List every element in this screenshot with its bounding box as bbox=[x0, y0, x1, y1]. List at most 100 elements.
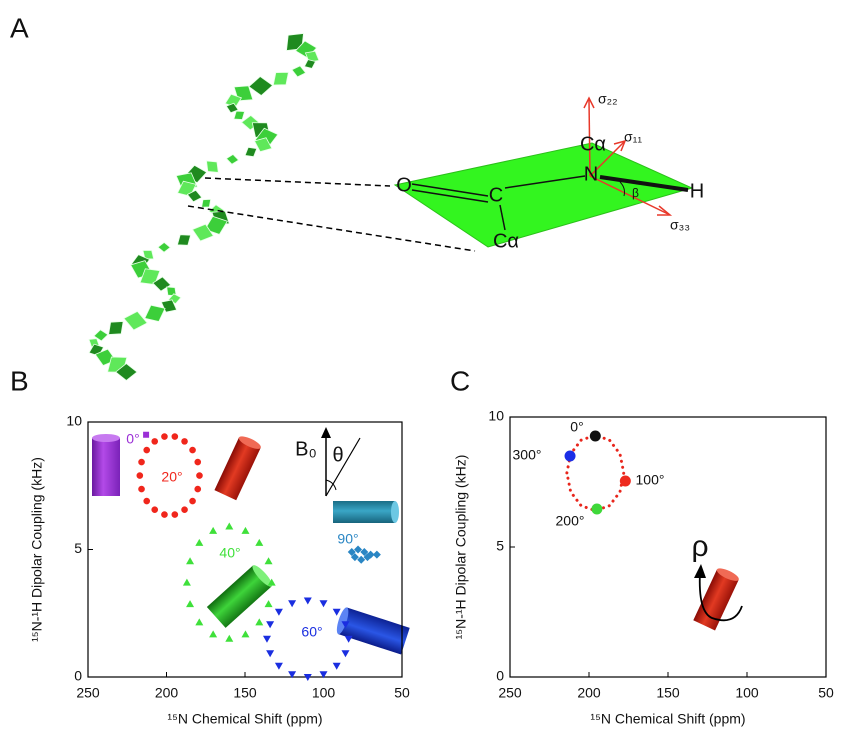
x-tick-label: 150 bbox=[656, 685, 680, 701]
point bbox=[196, 472, 203, 479]
point bbox=[225, 635, 233, 642]
point bbox=[137, 472, 144, 479]
point bbox=[195, 539, 203, 546]
point bbox=[333, 609, 341, 616]
series-label: 100° bbox=[636, 472, 665, 488]
point bbox=[209, 630, 217, 637]
point bbox=[194, 459, 201, 466]
point bbox=[143, 498, 150, 505]
x-tick-label: 100 bbox=[735, 685, 759, 701]
y-axis-label: ¹⁵N-¹H Dipolar Coupling (kHz) bbox=[453, 455, 469, 640]
point bbox=[194, 486, 201, 493]
atom-label: O bbox=[396, 174, 412, 196]
annotation: ρ bbox=[691, 530, 708, 563]
angle-label: β bbox=[632, 186, 639, 200]
x-tick-label: 150 bbox=[233, 685, 257, 701]
helix-plane bbox=[242, 144, 259, 160]
series-label: 200° bbox=[556, 513, 585, 529]
series-label: 0° bbox=[570, 419, 583, 435]
point bbox=[143, 447, 150, 454]
point bbox=[255, 539, 263, 546]
point bbox=[266, 621, 274, 628]
point bbox=[189, 447, 196, 454]
point bbox=[186, 557, 194, 564]
point bbox=[275, 663, 283, 670]
tensor-label: σ₁₁ bbox=[624, 129, 642, 145]
point bbox=[189, 498, 196, 505]
point bbox=[195, 618, 203, 625]
point bbox=[590, 430, 601, 441]
helix-plane bbox=[268, 66, 293, 91]
dotted-trace bbox=[567, 435, 624, 510]
point bbox=[304, 598, 312, 605]
point bbox=[263, 636, 271, 643]
atom-label: C bbox=[489, 184, 503, 206]
atom-label: N bbox=[584, 163, 598, 185]
atom-label: H bbox=[690, 180, 704, 202]
point bbox=[241, 527, 249, 534]
point bbox=[183, 579, 191, 586]
y-tick-label: 5 bbox=[74, 540, 82, 556]
point bbox=[181, 438, 188, 445]
point bbox=[181, 506, 188, 513]
cylinders bbox=[92, 434, 740, 655]
helix-plane bbox=[174, 230, 195, 250]
point bbox=[172, 433, 179, 440]
x-tick-label: 250 bbox=[498, 685, 522, 701]
connector bbox=[205, 178, 390, 186]
point bbox=[565, 451, 576, 462]
point bbox=[341, 650, 349, 657]
point bbox=[151, 506, 158, 513]
panel-label: A bbox=[10, 12, 29, 43]
x-axis-label: ¹⁵N Chemical Shift (ppm) bbox=[167, 711, 322, 727]
point bbox=[288, 600, 296, 607]
helix-plane bbox=[248, 76, 273, 96]
x-axis-label: ¹⁵N Chemical Shift (ppm) bbox=[590, 711, 745, 727]
point bbox=[241, 630, 249, 637]
point bbox=[265, 600, 273, 607]
atom-label: Cα bbox=[493, 230, 519, 252]
point bbox=[161, 433, 168, 440]
y-tick-label: 10 bbox=[66, 413, 82, 429]
point bbox=[345, 636, 353, 643]
panel-label: B bbox=[10, 365, 29, 396]
point bbox=[620, 475, 631, 486]
point bbox=[255, 618, 263, 625]
point bbox=[265, 557, 273, 564]
y-axis-label: ¹⁵N-¹H Dipolar Coupling (kHz) bbox=[29, 457, 45, 642]
annotation: θ bbox=[332, 444, 343, 466]
figure: A B C O C Cα Cα N H σ₂₂ σ₁₁ σ₃₃ β B₀ θ ρ… bbox=[0, 0, 842, 738]
series-label: 40° bbox=[219, 545, 240, 561]
point bbox=[320, 600, 328, 607]
series-label: 0° bbox=[126, 431, 139, 447]
x-tick-label: 100 bbox=[312, 685, 336, 701]
series-label: 20° bbox=[161, 469, 182, 485]
y-tick-label: 0 bbox=[496, 668, 504, 684]
helix-plane bbox=[122, 309, 149, 332]
rotation-arrow bbox=[694, 564, 706, 578]
helix bbox=[86, 27, 322, 381]
plot-frame bbox=[510, 417, 826, 677]
point bbox=[225, 523, 233, 530]
panel-label: C bbox=[450, 365, 470, 396]
point bbox=[275, 609, 283, 616]
series-label: 90° bbox=[337, 531, 358, 547]
point bbox=[138, 459, 145, 466]
tensor-label: σ₂₂ bbox=[598, 91, 618, 107]
point bbox=[209, 527, 217, 534]
helix-plane bbox=[158, 242, 170, 252]
x-tick-label: 50 bbox=[818, 685, 834, 701]
point bbox=[161, 511, 168, 518]
series-label: 300° bbox=[513, 447, 542, 463]
annotation: B₀ bbox=[295, 438, 317, 460]
b0-arrow bbox=[321, 427, 331, 438]
point bbox=[333, 663, 341, 670]
x-tick-label: 50 bbox=[394, 685, 410, 701]
point bbox=[373, 551, 381, 559]
y-tick-label: 0 bbox=[74, 668, 82, 684]
series-label: 60° bbox=[301, 624, 322, 640]
point bbox=[151, 438, 158, 445]
y-tick-label: 5 bbox=[496, 538, 504, 554]
x-tick-label: 200 bbox=[155, 685, 179, 701]
point bbox=[186, 600, 194, 607]
